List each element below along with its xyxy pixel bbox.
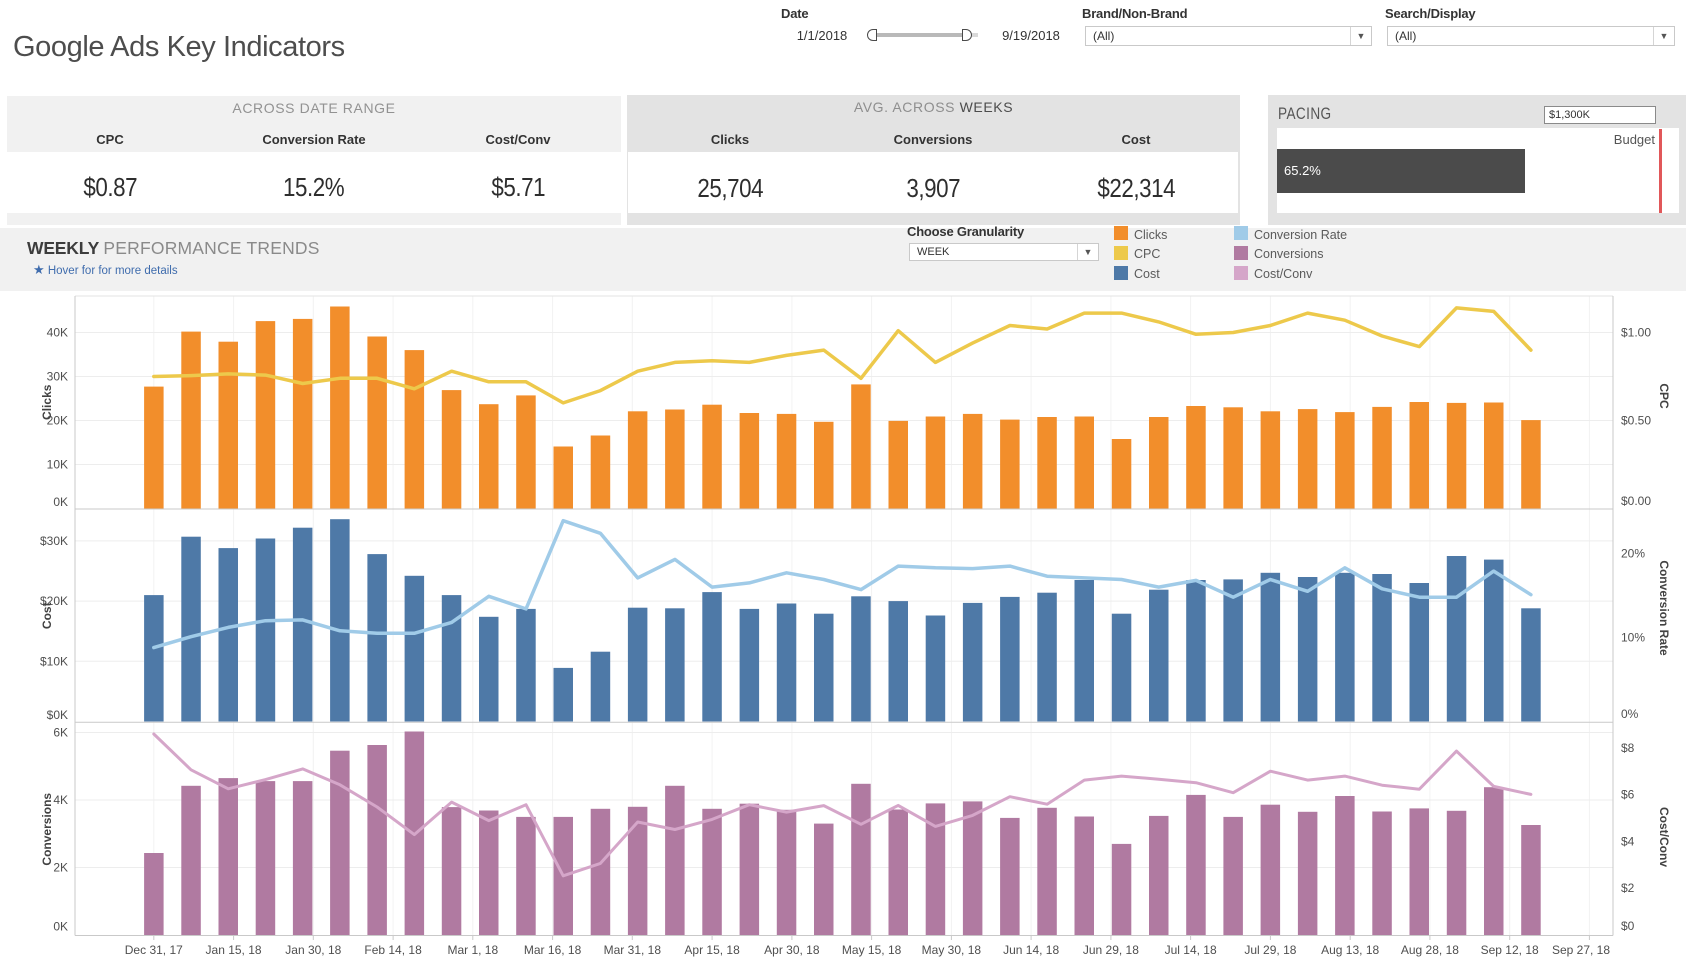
svg-text:Jun 14, 18: Jun 14, 18 [1003, 943, 1059, 957]
svg-text:10K: 10K [47, 458, 68, 472]
svg-text:Conversions: Conversions [40, 793, 54, 866]
svg-text:May 15, 18: May 15, 18 [842, 943, 902, 957]
svg-text:Jan 15, 18: Jan 15, 18 [206, 943, 262, 957]
svg-text:Sep 12, 18: Sep 12, 18 [1481, 943, 1539, 957]
svg-text:Apr 15, 18: Apr 15, 18 [684, 943, 740, 957]
svg-text:$30K: $30K [40, 534, 68, 548]
svg-text:Mar 1, 18: Mar 1, 18 [447, 943, 498, 957]
svg-text:Clicks: Clicks [40, 384, 54, 420]
svg-text:Jan 30, 18: Jan 30, 18 [285, 943, 341, 957]
svg-text:Mar 31, 18: Mar 31, 18 [604, 943, 662, 957]
svg-text:0K: 0K [53, 920, 68, 934]
svg-text:$6: $6 [1621, 788, 1635, 802]
svg-text:Cost/Conv: Cost/Conv [1657, 807, 1671, 867]
svg-text:$10K: $10K [40, 654, 68, 668]
svg-text:30K: 30K [47, 370, 68, 384]
svg-text:Conversion Rate: Conversion Rate [1657, 560, 1671, 656]
svg-text:$0K: $0K [47, 708, 68, 722]
svg-text:$2: $2 [1621, 881, 1635, 895]
svg-text:Cost: Cost [40, 602, 54, 629]
svg-text:Feb 14, 18: Feb 14, 18 [364, 943, 422, 957]
svg-text:4K: 4K [53, 793, 68, 807]
svg-text:$1.00: $1.00 [1621, 326, 1651, 340]
svg-text:0K: 0K [53, 495, 68, 509]
svg-text:Jul 14, 18: Jul 14, 18 [1165, 943, 1217, 957]
svg-text:Apr 30, 18: Apr 30, 18 [764, 943, 820, 957]
svg-text:6K: 6K [53, 726, 68, 740]
svg-text:2K: 2K [53, 861, 68, 875]
svg-text:Jul 29, 18: Jul 29, 18 [1244, 943, 1296, 957]
svg-text:$8: $8 [1621, 741, 1635, 755]
svg-text:CPC: CPC [1657, 383, 1671, 409]
svg-text:Dec 31, 17: Dec 31, 17 [125, 943, 183, 957]
svg-text:$0.50: $0.50 [1621, 414, 1651, 428]
svg-text:20K: 20K [47, 414, 68, 428]
svg-text:$0.00: $0.00 [1621, 494, 1651, 508]
svg-text:Jun 29, 18: Jun 29, 18 [1083, 943, 1139, 957]
svg-text:10%: 10% [1621, 631, 1645, 645]
svg-text:Mar 16, 18: Mar 16, 18 [524, 943, 582, 957]
svg-text:Sep 27, 18: Sep 27, 18 [1552, 943, 1610, 957]
svg-text:40K: 40K [47, 326, 68, 340]
svg-text:0%: 0% [1621, 707, 1639, 721]
svg-text:$20K: $20K [40, 594, 68, 608]
svg-text:20%: 20% [1621, 547, 1645, 561]
svg-text:$0: $0 [1621, 919, 1635, 933]
svg-text:Aug 13, 18: Aug 13, 18 [1321, 943, 1379, 957]
svg-text:Aug 28, 18: Aug 28, 18 [1401, 943, 1459, 957]
svg-text:$4: $4 [1621, 834, 1635, 848]
svg-text:May 30, 18: May 30, 18 [922, 943, 982, 957]
